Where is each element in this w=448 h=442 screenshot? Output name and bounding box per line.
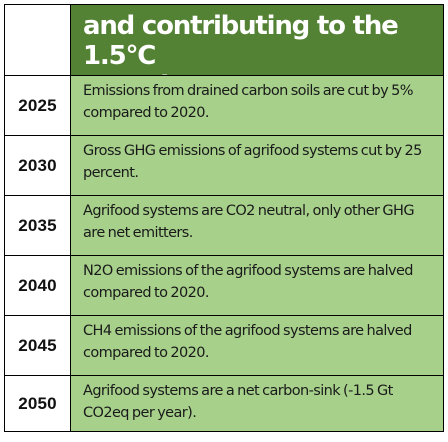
- table-title-line-1: and contributing to the 1.5°C: [83, 11, 399, 71]
- target-text-line-2: CO2eq per year).: [83, 405, 197, 421]
- table-row-2035: 2035 Agrifood systems are CO2 neutral, o…: [5, 196, 443, 255]
- target-cell: Agrifood systems are CO2 neutral, only o…: [71, 196, 443, 255]
- target-text-line-1: CH4 emissions of the agrifood systems ar…: [83, 323, 412, 339]
- year-cell: 2045: [5, 316, 71, 375]
- row-divider: [5, 375, 443, 376]
- target-cell: Gross GHG emissions of agrifood systems …: [71, 136, 443, 195]
- year-cell: 2035: [5, 196, 71, 255]
- table-row-2045: 2045 CH4 emissions of the agrifood syste…: [5, 316, 443, 375]
- target-text-line-1: Agrifood systems are a net carbon-sink (…: [83, 383, 393, 399]
- row-divider: [5, 255, 443, 256]
- year-cell: 2040: [5, 256, 71, 315]
- table-row-2025: 2025 Emissions from drained carbon soils…: [5, 76, 443, 135]
- row-divider: [5, 75, 443, 76]
- target-text-line-1: Agrifood systems are CO2 neutral, only o…: [83, 203, 415, 219]
- target-text-line-2: compared to 2020.: [83, 285, 210, 301]
- table-row-2030: 2030 Gross GHG emissions of agrifood sys…: [5, 136, 443, 195]
- table-header: and contributing to the 1.5°C agenda: [5, 5, 443, 75]
- target-text-line-1: N2O emissions of the agrifood systems ar…: [83, 263, 414, 279]
- target-text-line-2: compared to 2020.: [83, 105, 210, 121]
- target-cell: CH4 emissions of the agrifood systems ar…: [71, 316, 443, 375]
- table-row-2040: 2040 N2O emissions of the agrifood syste…: [5, 256, 443, 315]
- row-divider: [5, 195, 443, 196]
- target-cell: Agrifood systems are a net carbon-sink (…: [71, 376, 443, 431]
- row-divider: [5, 315, 443, 316]
- year-cell: 2050: [5, 376, 71, 431]
- target-cell: Emissions from drained carbon soils are …: [71, 76, 443, 135]
- header-blank-cell: [5, 5, 71, 75]
- target-cell: N2O emissions of the agrifood systems ar…: [71, 256, 443, 315]
- table-row-2050: 2050 Agrifood systems are a net carbon-s…: [5, 376, 443, 431]
- row-divider: [5, 135, 443, 136]
- table-title-line-2: agenda: [83, 71, 435, 75]
- target-text-line-2: are net emitters.: [83, 225, 193, 241]
- target-text-line-1: Emissions from drained carbon soils are …: [83, 83, 413, 99]
- table-title: and contributing to the 1.5°C agenda: [71, 5, 443, 75]
- year-cell: 2025: [5, 76, 71, 135]
- target-text-line-2: percent.: [83, 165, 139, 181]
- target-text-line-1: Gross GHG emissions of agrifood systems …: [83, 143, 422, 159]
- target-text-line-2: compared to 2020.: [83, 345, 210, 361]
- targets-table: and contributing to the 1.5°C agenda 202…: [4, 4, 444, 432]
- year-cell: 2030: [5, 136, 71, 195]
